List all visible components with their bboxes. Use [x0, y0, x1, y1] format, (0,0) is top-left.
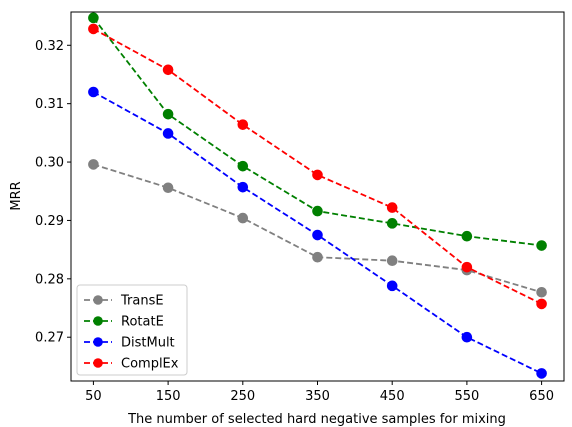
data-point: [312, 205, 323, 217]
legend-swatch-marker: [93, 337, 103, 347]
x-tick-label: 350: [305, 389, 330, 404]
x-tick-label: 450: [380, 389, 405, 404]
series-distmult: [88, 86, 547, 379]
legend-swatch-marker: [93, 358, 103, 368]
legend-swatch-marker: [93, 316, 103, 326]
data-point: [237, 119, 249, 130]
x-tick-label: 150: [156, 389, 181, 404]
y-tick-label: 0.32: [35, 39, 64, 54]
data-point: [312, 229, 323, 241]
data-point: [88, 159, 99, 170]
legend-label: TransE: [120, 294, 164, 309]
y-tick-label: 0.30: [35, 156, 64, 171]
data-point: [312, 251, 323, 263]
y-axis-label: MRR: [9, 181, 24, 210]
legend-box: [76, 284, 188, 376]
data-point: [536, 286, 547, 298]
data-point: [386, 280, 398, 292]
legend-item-rotate: RotatE: [84, 315, 164, 330]
y-tick-label: 0.29: [35, 214, 64, 229]
x-tick-label: 250: [230, 389, 255, 404]
x-axis-label: The number of selected hard negative sam…: [127, 412, 506, 427]
data-point: [386, 255, 398, 267]
data-point: [162, 128, 174, 139]
data-point: [536, 298, 547, 310]
legend-swatch-marker: [93, 295, 103, 305]
series-transe: [88, 159, 547, 298]
series-complex: [88, 23, 547, 310]
legend-item-complex: ComplEx: [84, 357, 179, 372]
y-tick-label: 0.28: [35, 272, 64, 287]
data-point: [162, 182, 174, 194]
legend-item-distmult: DistMult: [84, 336, 175, 351]
series-layer: [88, 12, 547, 379]
legend: TransE RotatE DistMult ComplEx: [76, 284, 188, 376]
x-tick-label: 50: [85, 389, 102, 404]
data-point: [536, 240, 547, 251]
legend-item-transe: TransE: [84, 294, 164, 309]
series-rotate: [88, 12, 547, 251]
legend-label: DistMult: [121, 336, 175, 351]
y-axis-ticks: 0.27 0.28 0.29 0.30 0.31 0.32: [35, 39, 71, 346]
data-point: [312, 169, 323, 181]
data-point: [88, 86, 99, 98]
x-axis-ticks: 50 150 250 350 450 550 650: [85, 381, 554, 404]
data-point: [536, 368, 547, 379]
legend-label: RotatE: [121, 315, 164, 330]
data-point: [386, 202, 398, 213]
legend-label: ComplEx: [121, 357, 179, 372]
x-tick-label: 550: [454, 389, 479, 404]
data-point: [88, 12, 99, 24]
y-tick-label: 0.31: [35, 97, 64, 112]
data-point: [386, 218, 398, 229]
data-point: [162, 108, 174, 120]
data-point: [461, 261, 473, 273]
x-tick-label: 650: [529, 389, 554, 404]
y-tick-label: 0.27: [35, 331, 64, 346]
data-point: [237, 160, 249, 172]
data-point: [237, 181, 249, 193]
data-point: [237, 212, 249, 224]
data-point: [88, 23, 99, 35]
data-point: [162, 64, 174, 76]
data-point: [461, 331, 473, 343]
data-point: [461, 230, 473, 242]
